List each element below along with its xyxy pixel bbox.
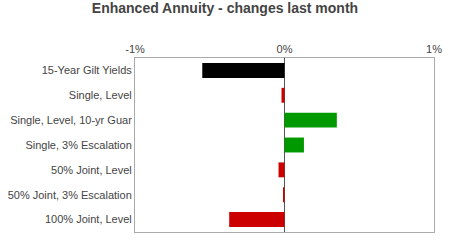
svg-text:0%: 0% — [277, 43, 293, 55]
svg-text:15-Year Gilt Yields: 15-Year Gilt Yields — [42, 64, 133, 76]
svg-text:50% Joint, 3% Escalation: 50% Joint, 3% Escalation — [8, 189, 132, 201]
svg-text:50% Joint, Level: 50% Joint, Level — [51, 164, 132, 176]
svg-text:Enhanced Annuity - changes las: Enhanced Annuity - changes last month — [92, 0, 358, 16]
svg-text:100% Joint, Level: 100% Joint, Level — [45, 213, 132, 225]
svg-text:Single, 3% Escalation: Single, 3% Escalation — [25, 139, 131, 151]
svg-text:Single, Level, 10-yr Guar: Single, Level, 10-yr Guar — [10, 114, 132, 126]
svg-text:Single, Level: Single, Level — [69, 89, 132, 101]
svg-text:-1%: -1% — [125, 43, 145, 55]
svg-text:1%: 1% — [426, 43, 442, 55]
